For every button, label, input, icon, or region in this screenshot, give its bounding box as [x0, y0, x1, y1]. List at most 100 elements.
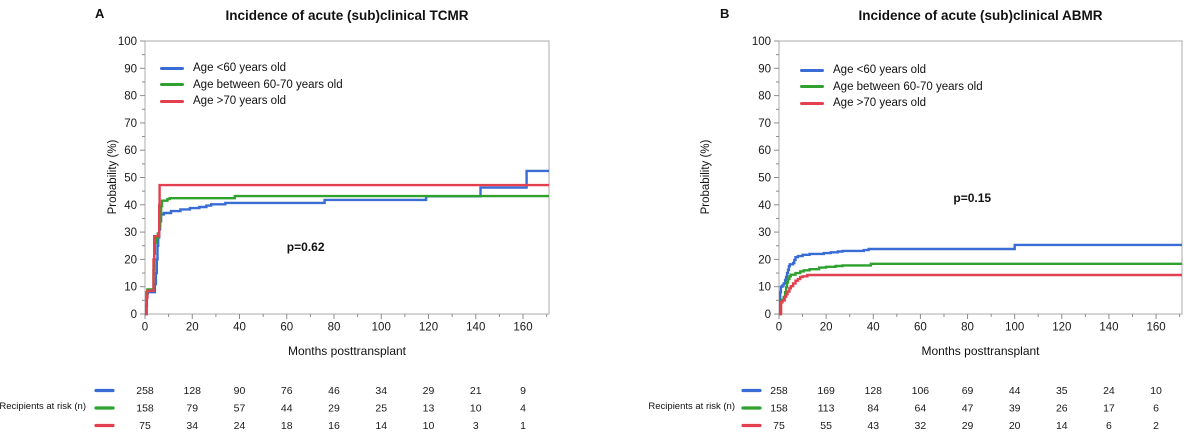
- y-tick-label: 0: [765, 309, 771, 321]
- risk-count: 24: [1103, 385, 1115, 397]
- risk-count: 76: [281, 385, 293, 397]
- p-value-annotation: p=0.62: [287, 240, 325, 254]
- risk-count: 10: [423, 420, 435, 432]
- risk-count: 21: [470, 385, 482, 397]
- legend-item: Age <60 years old: [800, 62, 983, 79]
- y-tick-label: 90: [124, 63, 137, 75]
- risk-count: 29: [423, 385, 435, 397]
- legend-item: Age between 60-70 years old: [800, 79, 983, 96]
- legend-label: Age between 60-70 years old: [833, 80, 983, 93]
- legend-label: Age between 60-70 years old: [193, 78, 343, 91]
- series-age-60-years-old: [145, 169, 549, 316]
- legend-line-swatch: [800, 85, 824, 89]
- risk-count: 29: [962, 420, 974, 432]
- risk-count: 17: [1103, 403, 1115, 415]
- series-age-between-60-70-years-old: [779, 262, 1182, 316]
- risk-count: 79: [186, 403, 198, 415]
- risk-count: 57: [234, 403, 246, 415]
- y-tick-label: 40: [124, 200, 137, 212]
- x-axis-label: Months posttransplant: [287, 344, 407, 358]
- risk-count: 18: [281, 420, 293, 432]
- legend-line-swatch: [160, 99, 184, 103]
- y-axis: 0 10 20 30 40 50 60 70 80 90 100: [118, 36, 145, 321]
- x-tick-label: 120: [1052, 322, 1071, 334]
- risk-count: 16: [328, 420, 340, 432]
- y-tick-label: 80: [758, 91, 771, 103]
- y-tick-label: 50: [758, 173, 771, 185]
- legend-item: Age between 60-70 years old: [160, 77, 343, 94]
- x-tick-label: 20: [820, 322, 833, 334]
- risk-count: 43: [867, 420, 879, 432]
- y-tick-label: 70: [124, 118, 137, 130]
- y-tick-label: 50: [124, 173, 137, 185]
- legend-item: Age <60 years old: [160, 60, 343, 77]
- risk-count: 258: [136, 385, 154, 397]
- y-tick-label: 60: [758, 145, 771, 157]
- x-tick-label: 160: [513, 322, 532, 334]
- risk-count: 39: [1009, 403, 1021, 415]
- panel-letter: B: [720, 6, 730, 21]
- risk-count: 26: [1056, 403, 1068, 415]
- legend-line-swatch: [160, 83, 184, 87]
- risk-count: 24: [234, 420, 246, 432]
- legend-label: Age <60 years old: [833, 64, 927, 77]
- x-axis: 0 20 40 60 80 100 120 140 160: [776, 314, 1181, 334]
- legend-item: Age >70 years old: [160, 93, 343, 110]
- x-tick-label: 20: [186, 322, 199, 334]
- legend-line-swatch: [800, 101, 824, 105]
- x-tick-label: 120: [419, 322, 438, 334]
- x-tick-label: 60: [914, 322, 927, 334]
- risk-count: 106: [912, 385, 930, 397]
- legend: Age <60 years old Age between 60-70 year…: [800, 62, 983, 112]
- panel-letter: A: [95, 6, 105, 21]
- risk-count: 46: [328, 385, 340, 397]
- p-value-annotation: p=0.15: [953, 191, 991, 205]
- y-tick-label: 30: [124, 227, 137, 239]
- risk-count: 14: [1056, 420, 1068, 432]
- risk-count: 44: [1009, 385, 1021, 397]
- series-age-70-years-old: [779, 273, 1182, 316]
- legend-label: Age <60 years old: [193, 62, 287, 75]
- risk-count: 20: [1009, 420, 1021, 432]
- risk-count: 4: [520, 403, 526, 415]
- y-tick-label: 40: [758, 200, 771, 212]
- x-tick-label: 0: [142, 322, 148, 334]
- series-age-70-years-old: [145, 183, 549, 316]
- risk-count: 55: [820, 420, 832, 432]
- y-axis: 0 10 20 30 40 50 60 70 80 90 100: [752, 36, 779, 321]
- x-tick-label: 40: [233, 322, 246, 334]
- risk-count: 158: [136, 403, 154, 415]
- x-tick-label: 160: [1146, 322, 1165, 334]
- y-tick-label: 10: [124, 282, 137, 294]
- y-tick-label: 70: [758, 118, 771, 130]
- risk-count: 44: [281, 403, 293, 415]
- risk-count: 75: [773, 420, 785, 432]
- risk-count: 6: [1153, 403, 1159, 415]
- abmr-chart: 0 20 40 60 80 100 120 140 160 0 10 20 30 40 50 60 70 80 90…: [741, 36, 1183, 432]
- y-tick-label: 100: [752, 36, 771, 48]
- y-tick-label: 0: [131, 309, 137, 321]
- y-tick-label: 60: [124, 145, 137, 157]
- legend-label: Age >70 years old: [193, 95, 287, 108]
- tcmr-chart: 0 20 40 60 80 100 120 140 1600102030405060708090…: [94, 36, 550, 432]
- risk-count: 64: [915, 403, 927, 415]
- x-tick-label: 100: [1005, 322, 1024, 334]
- risk-count: 69: [962, 385, 974, 397]
- x-tick-label: 100: [372, 322, 391, 334]
- risk-count: 75: [139, 420, 151, 432]
- series-age-between-60-70-years-old: [145, 194, 549, 316]
- risk-count: 2: [1153, 420, 1159, 432]
- risk-count: 13: [423, 403, 435, 415]
- risk-count: 34: [375, 385, 387, 397]
- x-axis: 0 20 40 60 80 100 120 140 160: [142, 314, 548, 334]
- y-axis-label: Probability (%): [107, 139, 119, 215]
- y-tick-label: 10: [758, 282, 771, 294]
- risk-count: 34: [186, 420, 198, 432]
- x-tick-label: 140: [466, 322, 485, 334]
- risk-count: 113: [818, 403, 835, 415]
- legend-label: Age >70 years old: [833, 97, 927, 110]
- y-tick-label: 100: [118, 36, 137, 48]
- y-axis-label: Probability (%): [700, 139, 712, 215]
